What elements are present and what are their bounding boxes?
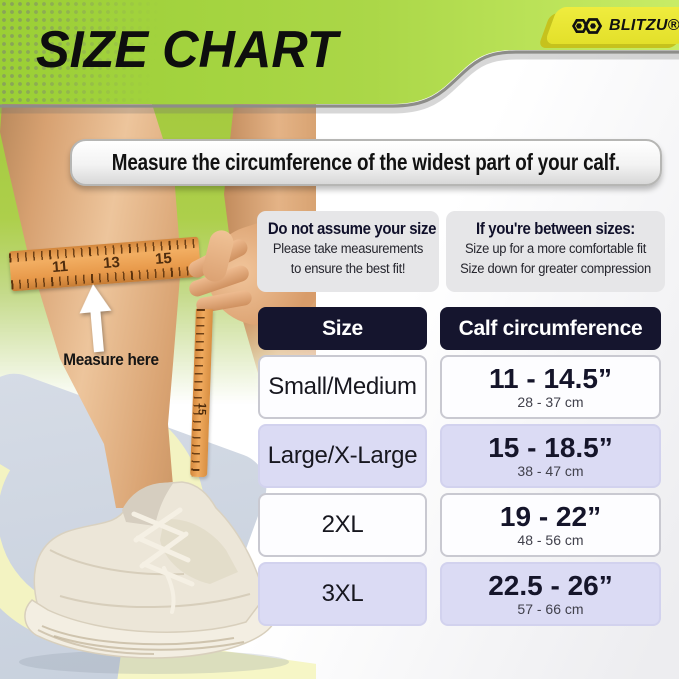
arrow-head — [77, 282, 112, 314]
cm-value: 28 - 37 cm — [517, 393, 584, 410]
cm-value: 38 - 47 cm — [517, 462, 584, 479]
tip-box-line: to ensure the best fit! — [290, 261, 406, 277]
size-table-header-circumference: Calf circumference — [440, 307, 661, 350]
page-title: SIZE CHART — [36, 21, 338, 79]
table-row-size: 2XL — [258, 493, 427, 557]
table-row-size: 3XL — [258, 562, 427, 626]
table-row-circumference: 11 - 14.5” 28 - 37 cm — [440, 355, 661, 419]
blitzu-logo-icon — [571, 17, 603, 34]
tip-box-line: Please take measurements — [272, 241, 424, 256]
tape-number: 11 — [51, 257, 69, 277]
tip-box-line: Size down for greater compression — [460, 261, 651, 277]
tape-number: 13 — [102, 253, 121, 273]
tip-box-title: Do not assume your size — [267, 219, 437, 238]
size-value: 3XL — [321, 580, 364, 607]
size-value: Small/Medium — [268, 373, 417, 400]
brand-badge-content: BLITZU® — [551, 7, 679, 44]
tape-number: 15 — [154, 249, 173, 269]
instruction-banner-text: Measure the circumference of the widest … — [111, 149, 621, 175]
cm-value: 48 - 56 cm — [517, 531, 584, 548]
table-row-circumference: 19 - 22” 48 - 56 cm — [440, 493, 661, 557]
tip-box-title: If you're between sizes: — [476, 219, 635, 238]
inches-value: 15 - 18.5” — [488, 432, 613, 464]
tip-box-assume-size: Do not assume your size Please take meas… — [257, 211, 439, 292]
inches-value: 22.5 - 26” — [488, 570, 613, 602]
tape-vertical-number: 15 — [195, 402, 208, 416]
halftone-dots-pattern — [0, 0, 250, 104]
header-edge-shadow — [0, 52, 679, 114]
size-table: Size Calf circumference Small/Medium 11 … — [258, 307, 661, 626]
table-row-circumference: 15 - 18.5” 38 - 47 cm — [440, 424, 661, 488]
inches-value: 11 - 14.5” — [489, 363, 612, 395]
tip-box-line: Size up for a more comfortable fit — [464, 241, 647, 256]
table-row-size: Large/X-Large — [258, 424, 427, 488]
table-row-circumference: 22.5 - 26” 57 - 66 cm — [440, 562, 661, 626]
inches-value: 19 - 22” — [499, 501, 602, 533]
header-edge-stroke — [0, 50, 679, 108]
sneaker-illustration — [19, 481, 289, 674]
arrow-shaft — [90, 311, 104, 353]
cm-value: 57 - 66 cm — [517, 600, 584, 617]
size-value: Large/X-Large — [267, 442, 418, 469]
brand-name: BLITZU® — [609, 16, 679, 34]
size-value: 2XL — [321, 511, 364, 538]
measure-here-label: Measure here — [63, 350, 159, 369]
tape-band-numbers: 11 13 15 — [10, 248, 201, 280]
size-table-header-size: Size — [258, 307, 427, 350]
up-arrow-icon — [77, 282, 115, 354]
brand-badge: BLITZU® — [544, 7, 679, 44]
instruction-banner: Measure the circumference of the widest … — [70, 139, 662, 186]
tip-box-between-sizes: If you're between sizes: Size up for a m… — [446, 211, 665, 292]
table-row-size: Small/Medium — [258, 355, 427, 419]
